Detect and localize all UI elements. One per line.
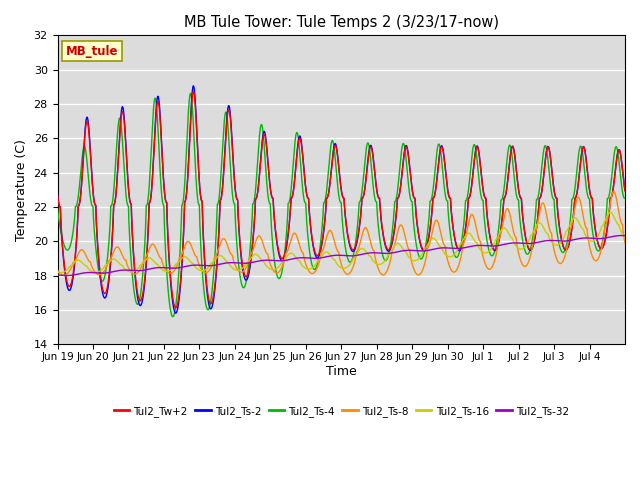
Y-axis label: Temperature (C): Temperature (C) bbox=[15, 139, 28, 240]
Legend: Tul2_Tw+2, Tul2_Ts-2, Tul2_Ts-4, Tul2_Ts-8, Tul2_Ts-16, Tul2_Ts-32: Tul2_Tw+2, Tul2_Ts-2, Tul2_Ts-4, Tul2_Ts… bbox=[109, 402, 573, 421]
Title: MB Tule Tower: Tule Temps 2 (3/23/17-now): MB Tule Tower: Tule Temps 2 (3/23/17-now… bbox=[184, 15, 499, 30]
Text: MB_tule: MB_tule bbox=[66, 45, 118, 58]
X-axis label: Time: Time bbox=[326, 364, 356, 378]
